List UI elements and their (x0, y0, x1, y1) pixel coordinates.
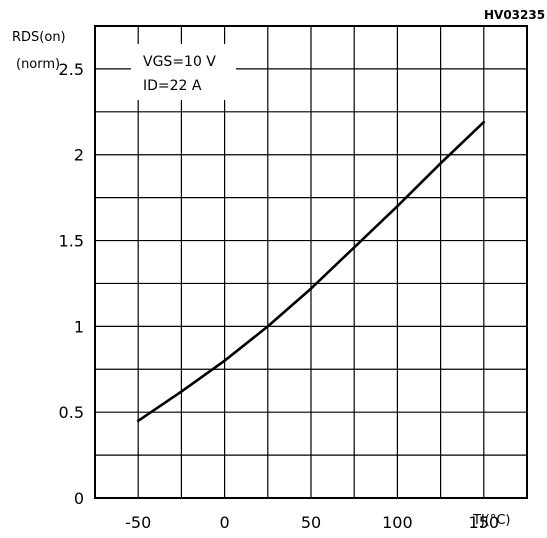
y-tick-label: 0.5 (59, 403, 84, 422)
tick-labels: -50 0 50 100 150 0 0.5 1 1.5 2 2.5 (59, 60, 500, 532)
y-tick-label: 2 (74, 146, 84, 165)
x-tick-label: 0 (220, 513, 230, 532)
x-axis-label: TJ(°C) (472, 513, 511, 528)
x-tick-label: 50 (301, 513, 321, 532)
grid (95, 26, 527, 498)
legend-box (131, 44, 236, 100)
x-tick-label: -50 (125, 513, 151, 532)
condition-vgs: VGS=10 V (143, 54, 216, 70)
y-tick-label: 0 (74, 489, 84, 508)
y-tick-label: 1.5 (59, 232, 84, 251)
figure-code: HV03235 (484, 8, 545, 22)
y-axis-label-line1: RDS(on) (12, 30, 66, 45)
series-line (136, 120, 486, 423)
condition-id: ID=22 A (143, 78, 202, 94)
x-tick-label: 100 (382, 513, 413, 532)
plot-frame (94, 25, 528, 499)
y-tick-label: 1 (74, 317, 84, 336)
y-tick-label: 2.5 (59, 60, 84, 79)
x-tick-label: 150 (469, 513, 500, 532)
y-axis-label-line2: (norm) (16, 57, 60, 72)
